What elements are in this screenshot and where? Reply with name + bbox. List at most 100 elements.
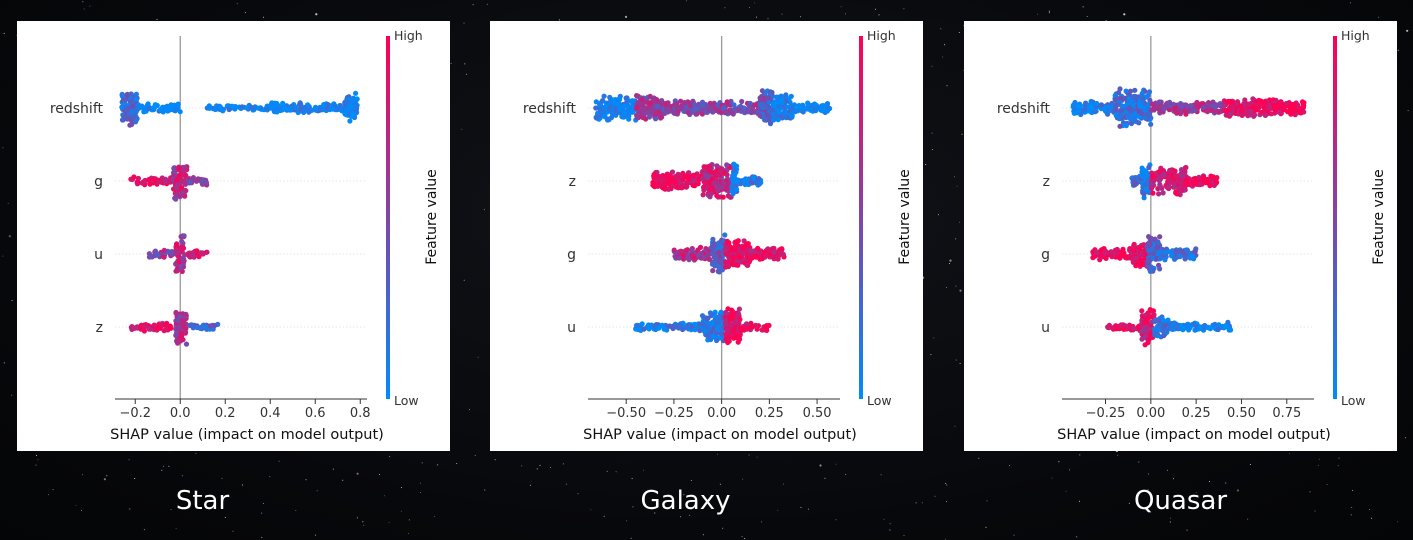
shap-point [1147,236,1153,242]
star-dot [529,484,531,486]
shap-point [1203,180,1209,186]
shap-point [701,254,707,260]
shap-point [1161,171,1167,177]
shap-point [349,98,355,104]
shap-point [146,106,152,112]
star-dot [1105,19,1107,21]
galaxy-shap-panel: redshift z g u −0.50 −0.25 0.00 0.25 0.50 SHAP va… [490,21,923,451]
star-dot [959,221,961,223]
shap-point [135,175,141,181]
shap-point [670,178,676,184]
shap-point [1157,184,1163,190]
star-dot [7,202,9,204]
shap-point [129,121,135,127]
shap-point [710,169,716,175]
shap-point [725,251,731,257]
star-dot [1186,529,1188,531]
shap-point [818,107,824,113]
star-dot [494,459,496,461]
shap-point [666,180,672,186]
shap-point [1142,175,1148,181]
shap-point [1167,167,1173,173]
shap-point [220,108,226,114]
feature-label: u [567,320,576,336]
star-dot [685,0,687,2]
shap-point [621,103,627,109]
star-dot [1406,29,1409,32]
feature-label: z [96,320,103,336]
shap-point [661,326,667,332]
star-dot [1378,16,1380,18]
shap-point [789,112,795,118]
shap-point [731,320,737,326]
shap-point [1116,254,1122,260]
shap-point [1138,110,1144,116]
star-dot [1405,437,1407,439]
shap-point [698,251,704,257]
shap-point [1169,179,1175,185]
shap-point [676,325,682,331]
colorbar-title: Feature value [897,169,913,265]
shap-point [1150,190,1156,196]
shap-point [1190,180,1196,186]
x-tick-label: 0.4 [260,406,281,421]
colorbar-high-label: High [394,28,423,43]
shap-point [594,115,600,121]
shap-point [272,100,278,106]
shap-point [1148,264,1154,270]
star-dot [631,478,633,479]
shap-point [190,175,196,181]
star-dot [944,44,945,46]
shap-point [1173,189,1179,195]
shap-point [1174,110,1180,116]
shap-point [1133,94,1139,100]
star-dot [474,455,476,457]
star-dot [1147,489,1149,491]
shap-point [1292,112,1298,118]
shap-point [174,106,180,112]
shap-point [173,177,179,183]
star-dot [1369,508,1370,510]
shap-point [129,98,135,104]
shap-point [1139,308,1145,314]
shap-point [767,89,773,95]
shap-point [614,100,620,107]
star-dot [35,464,37,466]
shap-point [1283,100,1289,107]
star-dot [450,62,452,64]
star-dot [702,534,704,536]
star-dot [1169,521,1171,523]
shap-point [1116,116,1122,122]
shap-point [716,264,722,270]
shap-point [1108,249,1114,255]
shap-point [138,323,144,329]
shap-point [1119,112,1125,118]
star-dot [1371,517,1373,519]
star-dot [956,185,958,187]
shap-point [152,177,158,183]
star-dot [931,132,933,134]
shap-point [1118,322,1124,328]
shap-point [1146,164,1152,171]
shap-point [735,333,741,340]
shap-point [194,250,200,256]
shap-point [738,325,744,331]
shap-point [704,332,710,339]
star-dot [2,255,4,257]
star-dot [767,18,769,20]
shap-point [1151,312,1157,318]
shap-point [756,176,762,182]
shap-point [142,180,148,186]
shap-point [825,105,831,111]
star-dot [742,478,744,480]
colorbar-title: Feature value [424,169,440,265]
shap-point [597,102,603,108]
star-dot [777,509,779,511]
star-dot [400,510,402,512]
star-dot [741,535,743,537]
star-dot [654,512,656,514]
star-dot [783,483,784,485]
shap-point [1088,101,1094,107]
star-dot [315,534,316,536]
shap-point [776,103,782,110]
